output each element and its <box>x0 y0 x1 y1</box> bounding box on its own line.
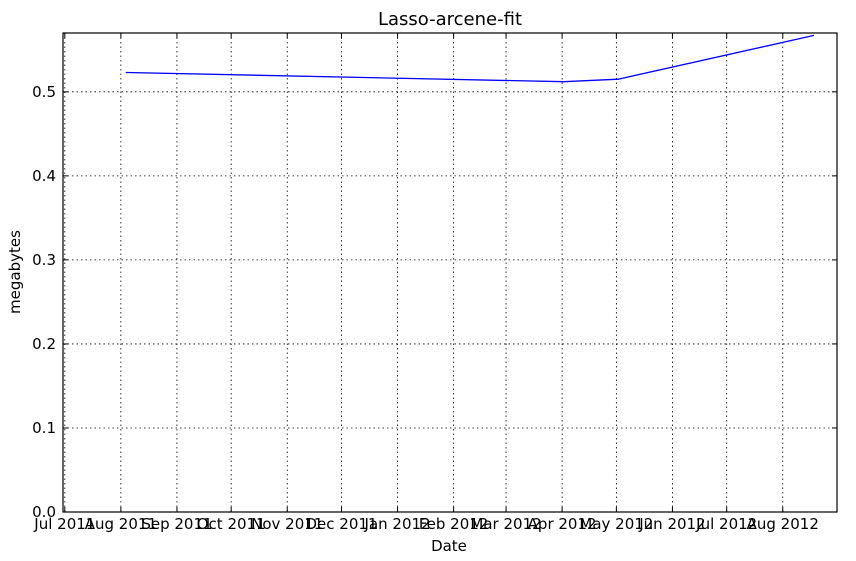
data-point <box>617 78 619 80</box>
x-tick-label: Dec 2011 <box>306 515 378 533</box>
x-tick-label: Oct 2011 <box>197 515 266 533</box>
y-tick-labels: 0.0 0.1 0.2 0.3 0.4 0.5 <box>32 83 56 521</box>
series-line <box>126 34 814 83</box>
x-tick-label: Jul 2011 <box>33 515 95 533</box>
x-tick-label: May 2012 <box>579 515 653 533</box>
data-point <box>563 81 565 83</box>
x-tick-label: Aug 2011 <box>85 515 157 533</box>
x-tick-label: Jul 2012 <box>695 515 757 533</box>
y-tick-label: 0.5 <box>32 83 56 101</box>
data-point <box>812 34 815 37</box>
y-axis-title: megabytes <box>6 230 24 314</box>
y-tick-label: 0.3 <box>32 251 56 269</box>
x-tick-label: Sep 2011 <box>141 515 212 533</box>
x-tick-label: Jan 2012 <box>364 515 431 533</box>
series-layer <box>125 34 815 83</box>
x-tick-label: Nov 2011 <box>251 515 323 533</box>
plot-frame <box>62 32 838 513</box>
x-axis-title: Date <box>431 537 467 555</box>
x-tick-label: Jun 2012 <box>638 515 705 533</box>
y-tick-label: 0.0 <box>32 503 56 521</box>
x-tick-label: Feb 2012 <box>419 515 489 533</box>
y-tick-label: 0.2 <box>32 335 56 353</box>
grid-lines <box>63 33 837 513</box>
x-tick-label: Mar 2012 <box>470 515 541 533</box>
chart-title: Lasso-arcene-fit <box>378 9 522 30</box>
x-tick-label: Aug 2012 <box>747 515 819 533</box>
y-tick-label: 0.1 <box>32 419 56 437</box>
y-tick-label: 0.4 <box>32 167 56 185</box>
x-tick-label: Apr 2012 <box>528 515 597 533</box>
ticks <box>63 33 837 513</box>
data-point <box>125 71 127 74</box>
